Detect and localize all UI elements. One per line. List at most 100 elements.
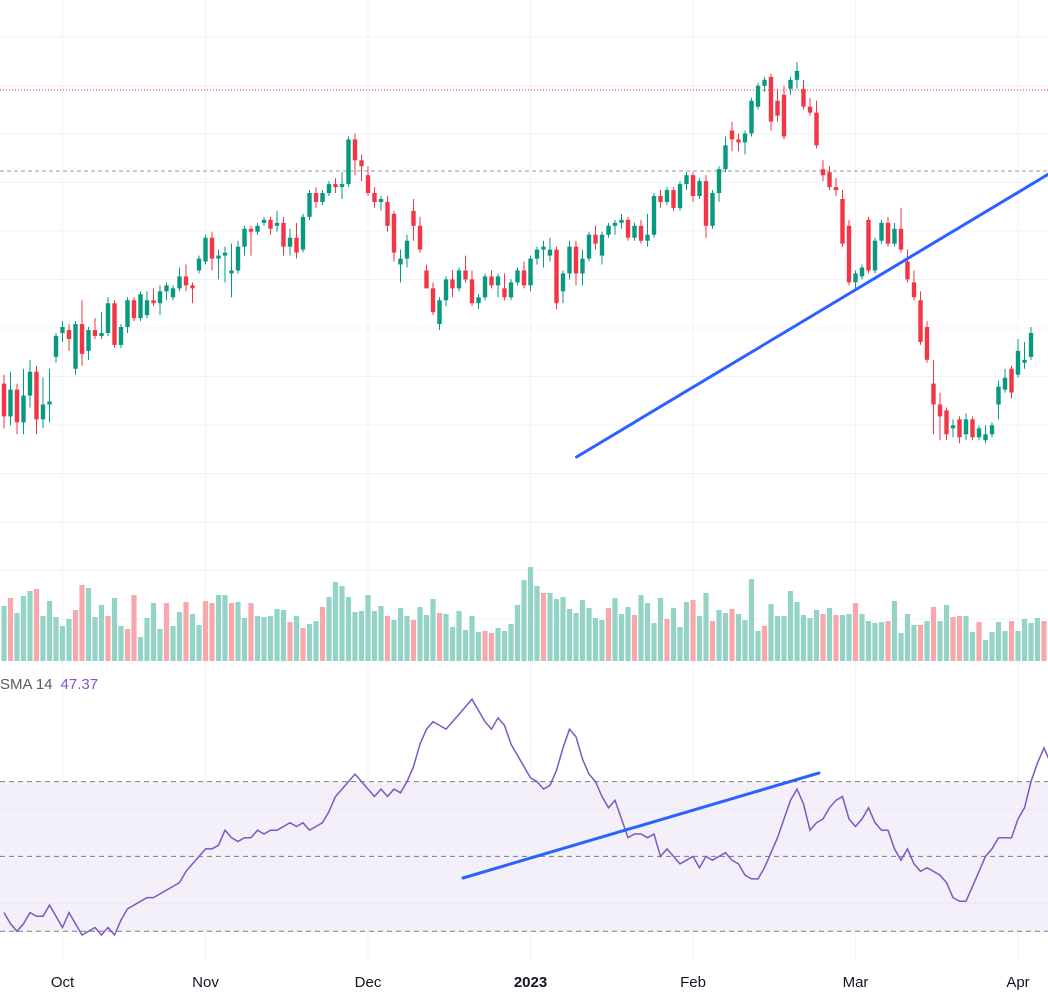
candle-body bbox=[534, 249, 540, 259]
candle-body bbox=[807, 106, 813, 113]
volume-bar bbox=[865, 621, 872, 661]
candle-body bbox=[781, 94, 787, 137]
candle-body bbox=[131, 300, 137, 319]
candle-body bbox=[190, 285, 195, 289]
candle-body bbox=[40, 404, 46, 420]
volume-bar bbox=[807, 618, 813, 661]
volume-bar bbox=[267, 616, 274, 661]
candle-body bbox=[840, 198, 845, 244]
volume-bar bbox=[813, 610, 820, 661]
candle-body bbox=[911, 282, 917, 298]
volume-bar bbox=[514, 605, 521, 661]
volume-bar bbox=[157, 629, 163, 661]
volume-bar bbox=[657, 598, 664, 661]
candle-body bbox=[541, 246, 546, 250]
volume-bar bbox=[891, 601, 898, 661]
volume-bar bbox=[735, 614, 742, 661]
candle-body bbox=[430, 288, 436, 313]
volume-bar bbox=[456, 611, 462, 661]
volume-bar bbox=[488, 633, 495, 661]
x-axis-label: Nov bbox=[192, 974, 219, 991]
volume-bar bbox=[287, 622, 293, 661]
volume-bar bbox=[319, 607, 326, 661]
candle-body bbox=[814, 112, 819, 146]
candle-body bbox=[593, 234, 598, 244]
volume-bar bbox=[748, 579, 755, 661]
volume-bar bbox=[1, 606, 7, 661]
candle-body bbox=[599, 234, 605, 256]
candle-body bbox=[742, 133, 748, 143]
candle-body bbox=[937, 404, 943, 417]
candle-body bbox=[872, 240, 878, 271]
candle-body bbox=[898, 228, 904, 250]
candle-body bbox=[625, 219, 631, 238]
volume-bar bbox=[66, 619, 72, 661]
candle-body bbox=[1028, 333, 1034, 357]
volume-bar bbox=[677, 627, 683, 661]
candle-body bbox=[248, 228, 254, 232]
volume-bar bbox=[241, 618, 248, 661]
volume-bar bbox=[430, 599, 436, 661]
candle-body bbox=[612, 222, 618, 226]
volume-bar bbox=[378, 606, 384, 661]
volume-bar bbox=[209, 603, 215, 661]
volume-bar bbox=[885, 621, 891, 661]
x-axis-label: Dec bbox=[355, 974, 382, 991]
volume-bar bbox=[651, 623, 657, 661]
candle-body bbox=[651, 196, 657, 235]
volume-bar bbox=[612, 598, 618, 661]
volume-bar bbox=[963, 616, 969, 661]
candle-body bbox=[703, 181, 709, 226]
candle-body bbox=[723, 145, 728, 170]
volume-bar bbox=[950, 617, 956, 661]
volume-bar bbox=[397, 608, 404, 661]
volume-bar bbox=[1028, 623, 1034, 661]
volume-bar bbox=[417, 607, 423, 661]
volume-bar bbox=[92, 617, 98, 661]
x-axis-label: Apr bbox=[1006, 974, 1029, 991]
volume-bar bbox=[189, 614, 196, 661]
candle-body bbox=[456, 270, 462, 289]
volume-bar bbox=[131, 595, 137, 661]
volume-bar bbox=[261, 617, 267, 661]
volume-bar bbox=[345, 597, 352, 661]
candle-body bbox=[183, 276, 189, 286]
candle-body bbox=[47, 401, 52, 405]
candle-body bbox=[274, 222, 280, 226]
volume-bar bbox=[72, 610, 79, 661]
volume-bar bbox=[761, 626, 768, 661]
volume-bar bbox=[462, 630, 469, 661]
volume-bar bbox=[859, 614, 865, 661]
x-axis-label: Mar bbox=[843, 974, 869, 991]
volume-bar bbox=[150, 603, 157, 661]
volume-bar bbox=[40, 616, 46, 661]
volume-bar bbox=[235, 602, 241, 661]
candle-body bbox=[359, 160, 364, 167]
candle-body bbox=[495, 276, 501, 286]
candle-body bbox=[879, 222, 884, 241]
candle-body bbox=[164, 285, 169, 292]
candle-body bbox=[242, 228, 247, 247]
volume-bar bbox=[696, 616, 703, 661]
candle-body bbox=[970, 419, 975, 438]
candle-body bbox=[268, 219, 273, 229]
candle-body bbox=[508, 282, 514, 298]
candle-body bbox=[391, 213, 397, 253]
rsi-indicator-name: SMA 14 bbox=[0, 676, 53, 693]
candle-body bbox=[638, 225, 644, 241]
volume-bar bbox=[508, 624, 514, 661]
volume-bar bbox=[664, 619, 670, 661]
volume-bar bbox=[59, 626, 66, 661]
volume-bar bbox=[1034, 618, 1041, 661]
volume-bar bbox=[196, 625, 202, 661]
volume-bar bbox=[352, 612, 358, 661]
candle-body bbox=[963, 419, 969, 435]
candle-body bbox=[404, 240, 410, 259]
volume-bar bbox=[20, 596, 27, 661]
candle-body bbox=[885, 222, 891, 244]
volume-bar bbox=[540, 593, 547, 661]
volume-bar bbox=[631, 615, 638, 661]
candle-body bbox=[606, 225, 611, 235]
candle-body bbox=[996, 386, 1001, 405]
